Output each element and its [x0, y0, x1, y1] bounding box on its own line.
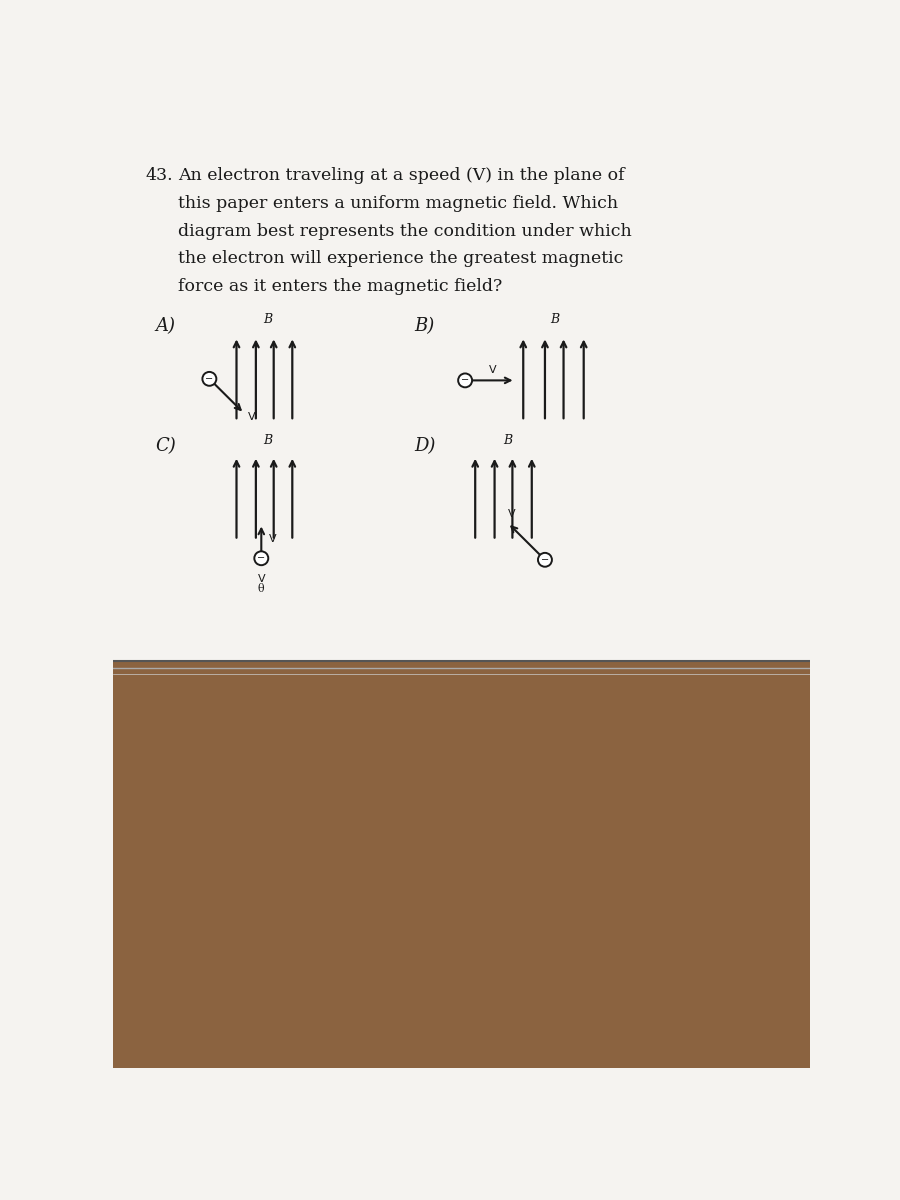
Circle shape	[255, 551, 268, 565]
Text: −: −	[461, 376, 469, 385]
Text: θ: θ	[258, 584, 265, 594]
Text: V: V	[489, 365, 496, 374]
Text: V: V	[508, 509, 516, 518]
Circle shape	[458, 373, 473, 388]
Text: B: B	[263, 313, 272, 326]
Circle shape	[538, 553, 552, 566]
Text: D): D)	[415, 437, 436, 455]
Circle shape	[202, 372, 216, 385]
Text: V: V	[257, 574, 266, 583]
Text: 43.: 43.	[145, 167, 173, 184]
Bar	[112, 144, 810, 661]
Text: An electron traveling at a speed (V) in the plane of: An electron traveling at a speed (V) in …	[178, 167, 625, 184]
Text: B: B	[503, 433, 512, 446]
Text: B: B	[263, 433, 272, 446]
Text: −: −	[541, 554, 549, 565]
Text: force as it enters the magnetic field?: force as it enters the magnetic field?	[178, 278, 502, 295]
Text: C): C)	[155, 437, 176, 455]
Text: −: −	[257, 553, 266, 563]
Text: B): B)	[415, 317, 435, 335]
Text: A): A)	[155, 317, 176, 335]
Text: diagram best represents the condition under which: diagram best represents the condition un…	[178, 222, 632, 240]
Text: B: B	[550, 313, 559, 326]
Bar	[112, 661, 810, 1068]
Text: the electron will experience the greatest magnetic: the electron will experience the greates…	[178, 251, 624, 268]
Text: −: −	[205, 374, 213, 384]
Text: this paper enters a uniform magnetic field. Which: this paper enters a uniform magnetic fie…	[178, 194, 618, 212]
Text: V: V	[269, 534, 276, 544]
Text: V: V	[248, 413, 256, 422]
